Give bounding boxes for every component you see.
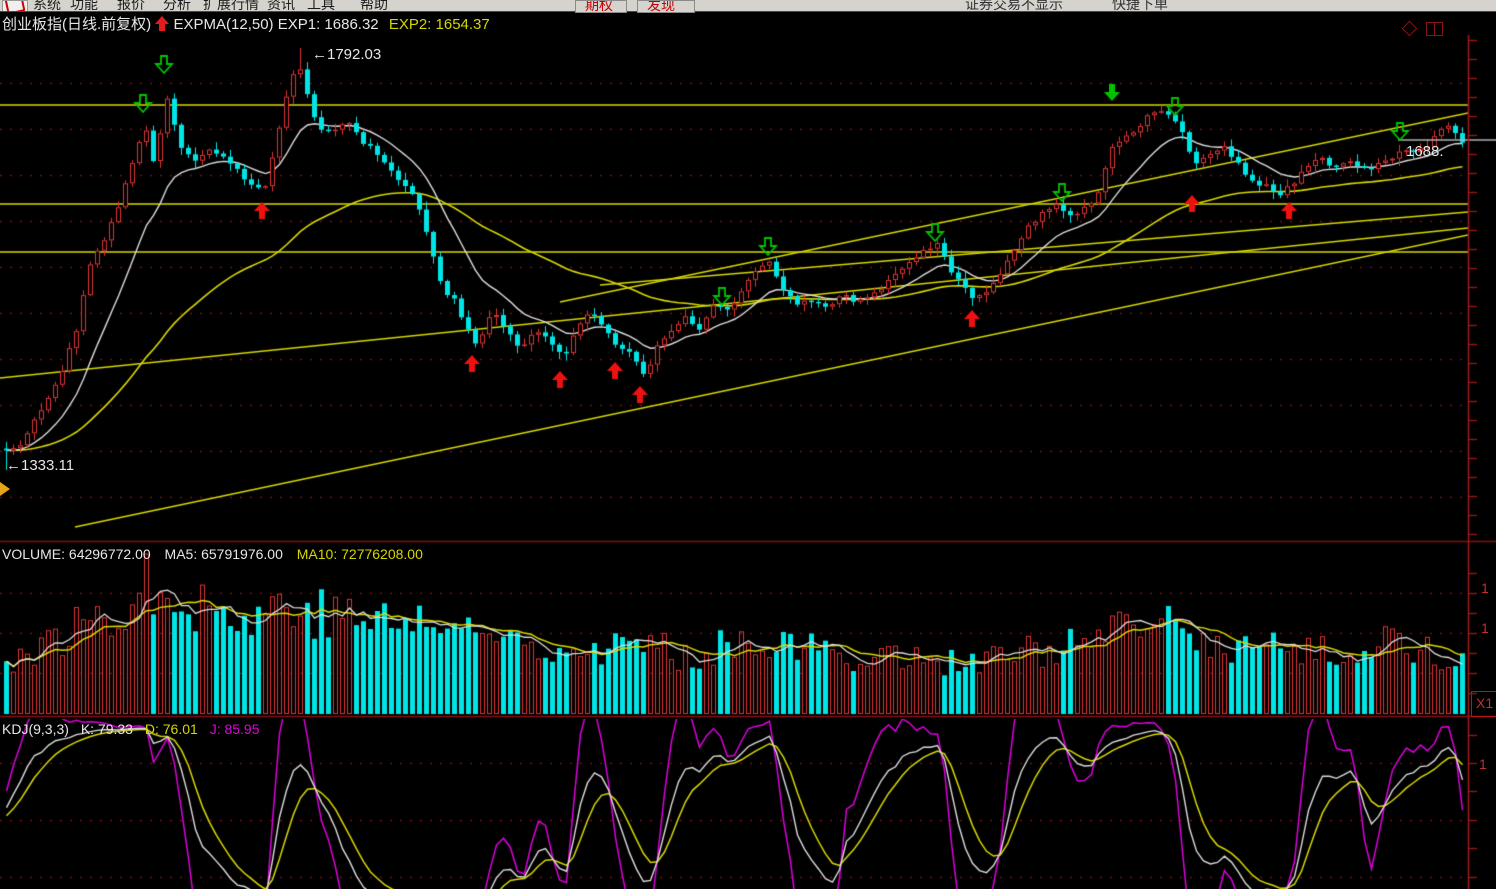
- kdj-d-value: D: 76.01: [144, 721, 198, 737]
- low-annotation: ←1333.11: [6, 457, 75, 474]
- kdj-header: KDJ(9,3,3) K: 79.33 D: 76.01 J: 85.95: [2, 722, 260, 736]
- kdj-j-value: J: 85.95: [209, 721, 260, 737]
- trend-up-arrow-icon: [155, 16, 170, 31]
- quick-order-text[interactable]: 快捷下单: [1112, 0, 1168, 12]
- volume-axis-label-mid: 1: [1481, 620, 1489, 636]
- last-price-label: 1688.: [1406, 143, 1444, 160]
- app-logo-icon[interactable]: [2, 0, 28, 11]
- menu-item-tools[interactable]: 工具: [307, 0, 335, 12]
- menu-item-options[interactable]: 期权: [575, 0, 627, 13]
- menu-item-extended[interactable]: 扩展行情: [203, 0, 259, 12]
- split-window-icon[interactable]: [1426, 22, 1443, 36]
- kdj-label: KDJ(9,3,3): [2, 721, 69, 737]
- left-edge-marker-icon: [0, 482, 10, 496]
- exp1-value: EXP1: 1686.32: [277, 16, 379, 33]
- kdj-axis-label: 1: [1479, 756, 1487, 772]
- menu-item-discover[interactable]: 发现: [637, 0, 695, 13]
- volume-axis-label-top: 1: [1481, 580, 1489, 596]
- symbol-title: 创业板指(日线.前复权): [2, 16, 152, 33]
- trade-status-text[interactable]: 证券交易不显示: [965, 0, 1063, 12]
- exp2-value: EXP2: 1654.37: [388, 16, 490, 33]
- chart-header: 创业板指(日线.前复权) EXPMA(12,50) EXP1: 1686.32 …: [2, 16, 490, 32]
- volume-label: VOLUME: 64296772.00: [2, 546, 151, 562]
- menu-item-function[interactable]: 功能: [70, 0, 98, 12]
- menu-item-news[interactable]: 资讯: [267, 0, 295, 12]
- menu-item-analysis[interactable]: 分析: [163, 0, 191, 12]
- menu-item-help[interactable]: 帮助: [360, 0, 388, 12]
- volume-multiplier-badge: X1: [1471, 691, 1496, 717]
- menu-item-system[interactable]: 系统: [33, 0, 61, 12]
- kdj-k-value: K: 79.33: [80, 721, 133, 737]
- menu-bar: 系统 功能 报价 分析 扩展行情 资讯 工具 帮助 证券交易不显示 快捷下单: [0, 0, 1496, 12]
- volume-ma5-label: MA5: 65791976.00: [164, 546, 283, 562]
- volume-header: VOLUME: 64296772.00 MA5: 65791976.00 MA1…: [2, 547, 423, 561]
- indicator-label: EXPMA(12,50): [173, 16, 274, 33]
- high-annotation: ←1792.03: [312, 46, 382, 63]
- volume-ma10-label: MA10: 72776208.00: [296, 546, 423, 562]
- menu-item-quotes[interactable]: 报价: [117, 0, 145, 12]
